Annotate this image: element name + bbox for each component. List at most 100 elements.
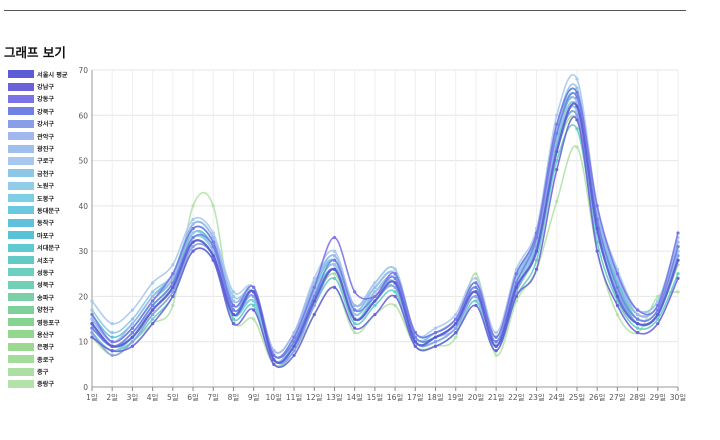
data-point bbox=[191, 249, 195, 253]
legend-item[interactable]: 관악구 bbox=[8, 130, 84, 142]
series-path bbox=[91, 101, 679, 359]
legend-swatch bbox=[8, 194, 34, 203]
series-line-15 bbox=[90, 124, 680, 368]
legend-swatch bbox=[8, 256, 34, 265]
legend-swatch bbox=[8, 243, 34, 252]
data-point bbox=[211, 254, 215, 258]
data-point bbox=[191, 226, 195, 231]
legend-item[interactable]: 성동구 bbox=[8, 266, 84, 278]
series-path bbox=[91, 105, 679, 363]
series-path bbox=[91, 91, 679, 359]
series-line-24 bbox=[90, 101, 680, 359]
legend-item[interactable]: 서울시 평균 bbox=[8, 68, 84, 80]
data-point bbox=[151, 294, 155, 299]
data-point bbox=[676, 240, 680, 244]
legend-item[interactable]: 마포구 bbox=[8, 229, 84, 241]
chart-series bbox=[90, 73, 680, 369]
data-point bbox=[373, 299, 377, 303]
legend-item[interactable]: 도봉구 bbox=[8, 192, 84, 204]
legend-item[interactable]: 노원구 bbox=[8, 180, 84, 192]
data-point bbox=[676, 258, 680, 262]
series-path bbox=[91, 105, 679, 364]
data-point bbox=[635, 317, 640, 321]
x-tick-label: 14일 bbox=[346, 393, 363, 402]
data-point bbox=[312, 299, 316, 303]
data-point bbox=[312, 312, 316, 317]
data-point bbox=[171, 294, 175, 299]
data-point bbox=[332, 263, 337, 267]
data-point bbox=[413, 344, 417, 348]
data-point bbox=[595, 249, 599, 253]
legend-item[interactable]: 강서구 bbox=[8, 118, 84, 130]
legend-swatch bbox=[8, 119, 34, 128]
data-point bbox=[191, 235, 195, 240]
data-point bbox=[393, 272, 397, 276]
series-line-22 bbox=[90, 110, 680, 364]
data-point bbox=[555, 131, 559, 135]
data-point bbox=[433, 335, 438, 339]
data-point bbox=[474, 299, 478, 303]
legend-item[interactable]: 종로구 bbox=[8, 353, 84, 365]
legend-item[interactable]: 은평구 bbox=[8, 341, 84, 353]
legend-item[interactable]: 강북구 bbox=[8, 105, 84, 117]
legend-swatch bbox=[8, 330, 34, 339]
legend-item[interactable]: 강동구 bbox=[8, 93, 84, 105]
legend-item[interactable]: 양천구 bbox=[8, 303, 84, 315]
legend-label: 양천구 bbox=[37, 307, 55, 315]
data-point bbox=[656, 312, 660, 317]
legend-label: 강동구 bbox=[37, 96, 55, 104]
legend-item[interactable]: 금천구 bbox=[8, 167, 84, 179]
series-path bbox=[91, 115, 679, 364]
data-point bbox=[393, 303, 397, 308]
data-point bbox=[373, 303, 377, 308]
legend-item[interactable]: 성북구 bbox=[8, 279, 84, 291]
data-point bbox=[555, 168, 559, 172]
data-point bbox=[454, 335, 458, 339]
data-point bbox=[191, 245, 195, 249]
data-point bbox=[231, 308, 236, 312]
legend-item[interactable]: 동작구 bbox=[8, 217, 84, 229]
x-tick-label: 4일 bbox=[147, 393, 159, 402]
legend-item[interactable]: 서대문구 bbox=[8, 241, 84, 253]
data-point bbox=[433, 331, 438, 335]
data-point bbox=[231, 303, 236, 308]
data-point bbox=[191, 204, 195, 208]
legend-item[interactable]: 중랑구 bbox=[8, 378, 84, 390]
legend-item[interactable]: 서초구 bbox=[8, 254, 84, 266]
data-point bbox=[393, 285, 397, 289]
data-point bbox=[151, 308, 155, 312]
x-tick-label: 30일 bbox=[670, 393, 687, 402]
data-point bbox=[474, 276, 478, 280]
data-point bbox=[555, 158, 559, 163]
legend-item[interactable]: 광진구 bbox=[8, 142, 84, 154]
legend-item[interactable]: 중구 bbox=[8, 365, 84, 377]
x-tick-label: 26일 bbox=[589, 393, 606, 402]
data-point bbox=[454, 312, 458, 317]
data-point bbox=[635, 331, 640, 335]
legend-label: 송파구 bbox=[37, 294, 55, 302]
data-point bbox=[252, 303, 256, 308]
data-point bbox=[231, 294, 236, 299]
data-point bbox=[474, 281, 478, 285]
legend-item[interactable]: 구로구 bbox=[8, 155, 84, 167]
data-point bbox=[656, 303, 660, 308]
data-point bbox=[373, 312, 377, 317]
legend-swatch bbox=[8, 94, 34, 103]
legend-item[interactable]: 강남구 bbox=[8, 80, 84, 92]
data-point bbox=[332, 285, 337, 289]
data-point bbox=[171, 290, 175, 294]
data-point bbox=[231, 290, 236, 294]
data-point bbox=[454, 326, 458, 330]
legend-item[interactable]: 영등포구 bbox=[8, 316, 84, 328]
legend-item[interactable]: 송파구 bbox=[8, 291, 84, 303]
x-tick-label: 7일 bbox=[207, 393, 219, 402]
legend-item[interactable]: 동대문구 bbox=[8, 204, 84, 216]
y-tick-label: 70 bbox=[78, 66, 88, 75]
data-point bbox=[575, 86, 579, 90]
legend-item[interactable]: 용산구 bbox=[8, 328, 84, 340]
series-path bbox=[91, 101, 679, 363]
series-path bbox=[91, 101, 679, 359]
data-point bbox=[292, 340, 296, 344]
